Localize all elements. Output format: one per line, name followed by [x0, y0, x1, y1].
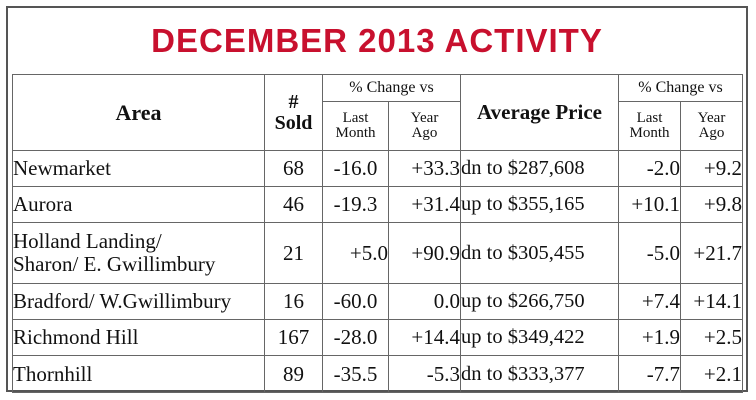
header-year-ago-line2: Ago: [411, 125, 438, 141]
header-average-price: Average Price: [460, 74, 619, 151]
cell-area: Bradford/ W.Gwillimbury: [12, 283, 265, 320]
cell-price-chg-month: +10.1: [618, 186, 681, 223]
header-price-year-ago-line2: Ago: [698, 125, 725, 141]
header-last-month-line1: Last: [342, 110, 369, 126]
header-price-last-month: Last Month: [618, 101, 681, 151]
cell-avg-price: up to $266,750: [460, 283, 619, 320]
header-price-last-month-line2: Month: [629, 125, 670, 141]
cell-area: Holland Landing/ Sharon/ E. Gwillimbury: [12, 222, 265, 284]
activity-table: Area # Sold % Change vs Average Price % …: [12, 74, 743, 393]
cell-price-chg-year: +21.7: [680, 222, 743, 284]
table-row: Newmarket 68 -16.0 +33.3 dn to $287,608 …: [12, 150, 743, 187]
cell-sold-chg-month: -35.5: [322, 355, 389, 393]
cell-area: Thornhill: [12, 355, 265, 393]
cell-sold-chg-month: -60.0: [322, 283, 389, 320]
header-pct-change-price: % Change vs: [618, 74, 743, 102]
cell-price-chg-year: +9.8: [680, 186, 743, 223]
header-last-month: Last Month: [322, 101, 389, 151]
table-row: Holland Landing/ Sharon/ E. Gwillimbury …: [12, 222, 743, 284]
cell-area: Aurora: [12, 186, 265, 223]
cell-area-line1: Holland Landing/: [13, 229, 162, 253]
table-row: Thornhill 89 -35.5 -5.3 dn to $333,377 -…: [12, 355, 743, 393]
cell-sold-chg-year: 0.0: [388, 283, 461, 320]
cell-avg-price: up to $349,422: [460, 319, 619, 356]
table-row: Richmond Hill 167 -28.0 +14.4 up to $349…: [12, 319, 743, 356]
cell-sold: 16: [264, 283, 323, 320]
cell-price-chg-month: -2.0: [618, 150, 681, 187]
header-sold-line2: Sold: [274, 111, 313, 134]
cell-price-chg-year: +9.2: [680, 150, 743, 187]
cell-price-chg-month: +7.4: [618, 283, 681, 320]
table-title: DECEMBER 2013 ACTIVITY: [151, 22, 603, 59]
cell-sold-chg-year: +33.3: [388, 150, 461, 187]
cell-sold-chg-year: +31.4: [388, 186, 461, 223]
header-year-ago-line1: Year: [410, 110, 439, 126]
header-last-month-line2: Month: [335, 125, 376, 141]
cell-price-chg-month: +1.9: [618, 319, 681, 356]
cell-sold-chg-month: -28.0: [322, 319, 389, 356]
cell-price-chg-year: +2.1: [680, 355, 743, 393]
cell-price-chg-month: -7.7: [618, 355, 681, 393]
table-row: Bradford/ W.Gwillimbury 16 -60.0 0.0 up …: [12, 283, 743, 320]
header-pct-change-sold: % Change vs: [322, 74, 461, 102]
cell-sold-chg-month: -19.3: [322, 186, 389, 223]
header-sold-line1: #: [288, 90, 299, 113]
cell-avg-price: dn to $333,377: [460, 355, 619, 393]
cell-avg-price: dn to $305,455: [460, 222, 619, 284]
cell-avg-price: up to $355,165: [460, 186, 619, 223]
activity-table-frame: DECEMBER 2013 ACTIVITY Area # Sold % Cha…: [6, 6, 748, 393]
cell-sold: 21: [264, 222, 323, 284]
cell-sold-chg-month: -16.0: [322, 150, 389, 187]
cell-price-chg-month: -5.0: [618, 222, 681, 284]
cell-area-line2: Sharon/ E. Gwillimbury: [13, 252, 216, 276]
header-sold: # Sold: [264, 74, 323, 151]
cell-avg-price: dn to $287,608: [460, 150, 619, 187]
cell-sold: 68: [264, 150, 323, 187]
cell-sold-chg-year: +14.4: [388, 319, 461, 356]
header-price-year-ago: Year Ago: [680, 101, 743, 151]
header-price-year-ago-line1: Year: [697, 110, 726, 126]
header-price-last-month-line1: Last: [636, 110, 663, 126]
header-year-ago: Year Ago: [388, 101, 461, 151]
header-area: Area: [12, 74, 265, 151]
cell-area: Richmond Hill: [12, 319, 265, 356]
cell-sold-chg-year: -5.3: [388, 355, 461, 393]
cell-sold-chg-year: +90.9: [388, 222, 461, 284]
cell-sold-chg-month: +5.0: [322, 222, 389, 284]
cell-price-chg-year: +14.1: [680, 283, 743, 320]
cell-price-chg-year: +2.5: [680, 319, 743, 356]
cell-area: Newmarket: [12, 150, 265, 187]
cell-sold: 46: [264, 186, 323, 223]
cell-sold: 89: [264, 355, 323, 393]
cell-sold: 167: [264, 319, 323, 356]
table-row: Aurora 46 -19.3 +31.4 up to $355,165 +10…: [12, 186, 743, 223]
